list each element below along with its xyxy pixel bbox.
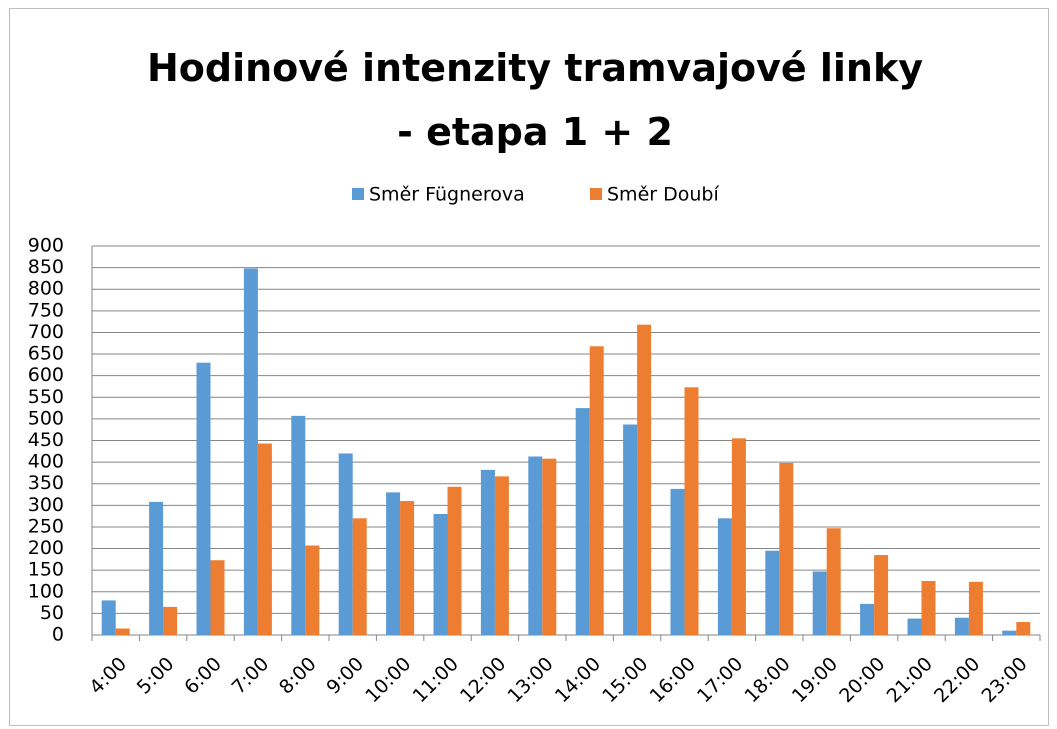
- bar: [447, 486, 462, 635]
- bar: [1002, 630, 1017, 635]
- chart-frame: [9, 8, 1049, 726]
- bar: [826, 528, 841, 635]
- y-tick-label: 50: [40, 602, 64, 624]
- y-tick-label: 250: [28, 515, 64, 537]
- bar: [400, 501, 415, 635]
- bar: [954, 617, 969, 635]
- bar: [684, 387, 699, 635]
- legend-swatch: [590, 188, 602, 200]
- y-tick-label: 700: [28, 321, 64, 343]
- bar: [257, 443, 272, 635]
- bar: [907, 618, 922, 635]
- x-tick-label: 15:00: [598, 653, 652, 707]
- x-tick-label: 6:00: [180, 653, 226, 699]
- y-tick-label: 450: [28, 429, 64, 451]
- y-tick-label: 150: [28, 559, 64, 581]
- x-tick-label: 20:00: [835, 653, 889, 707]
- y-tick-label: 100: [28, 580, 64, 602]
- bar: [196, 362, 211, 635]
- legend-swatch: [352, 188, 364, 200]
- y-tick-label: 650: [28, 343, 64, 365]
- bar: [243, 268, 258, 635]
- legend-label: Směr Doubí: [607, 184, 719, 206]
- bar: [352, 518, 367, 635]
- bar: [433, 513, 448, 635]
- x-tick-label: 13:00: [503, 653, 557, 707]
- x-tick-label: 5:00: [133, 653, 179, 699]
- x-tick-label: 11:00: [409, 653, 463, 707]
- y-tick-label: 550: [28, 386, 64, 408]
- bar: [291, 415, 306, 635]
- x-tick-label: 17:00: [693, 653, 747, 707]
- x-tick-label: 23:00: [977, 653, 1031, 707]
- x-tick-label: 7:00: [228, 653, 274, 699]
- y-tick-label: 200: [28, 537, 64, 559]
- bar: [528, 456, 543, 635]
- y-tick-label: 0: [52, 624, 64, 646]
- x-tick-label: 8:00: [275, 653, 321, 699]
- y-tick-label: 750: [28, 299, 64, 321]
- y-tick-label: 500: [28, 407, 64, 429]
- bar: [623, 424, 638, 635]
- bar: [812, 571, 827, 635]
- y-tick-label: 600: [28, 364, 64, 386]
- x-tick-label: 4:00: [85, 653, 131, 699]
- y-tick-label: 400: [28, 451, 64, 473]
- y-tick-label: 900: [28, 235, 64, 257]
- y-tick-label: 850: [28, 256, 64, 278]
- x-tick-label: 14:00: [551, 653, 605, 707]
- bar: [670, 488, 685, 635]
- bar: [305, 545, 320, 635]
- bar: [921, 580, 936, 635]
- bar: [779, 462, 794, 635]
- bar: [101, 600, 116, 635]
- bar: [338, 453, 353, 635]
- bar: [575, 408, 590, 635]
- bar: [717, 518, 732, 635]
- x-tick-label: 21:00: [883, 653, 937, 707]
- x-tick-label: 12:00: [456, 653, 510, 707]
- bar: [874, 555, 889, 635]
- y-tick-label: 800: [28, 278, 64, 300]
- bar: [637, 324, 652, 635]
- bar: [163, 606, 178, 635]
- bar: [968, 581, 983, 635]
- x-tick-label: 22:00: [930, 653, 984, 707]
- y-tick-label: 350: [28, 472, 64, 494]
- x-tick-label: 16:00: [646, 653, 700, 707]
- bar: [494, 476, 509, 635]
- bar: [860, 603, 875, 635]
- bar: [765, 550, 780, 635]
- legend-label: Směr Fügnerova: [369, 184, 525, 206]
- x-tick-label: 10:00: [361, 653, 415, 707]
- y-tick-label: 300: [28, 494, 64, 516]
- bar: [731, 438, 746, 635]
- bar: [542, 458, 557, 635]
- bar: [386, 492, 401, 635]
- chart-title: Hodinové intenzity tramvajové linky - et…: [146, 46, 924, 154]
- bar: [210, 560, 225, 635]
- bar: [480, 469, 495, 635]
- bar: [115, 628, 130, 635]
- x-tick-label: 19:00: [788, 653, 842, 707]
- bar: [1016, 622, 1031, 635]
- bar: [149, 501, 164, 635]
- bar: [589, 346, 604, 635]
- x-tick-label: 18:00: [740, 653, 794, 707]
